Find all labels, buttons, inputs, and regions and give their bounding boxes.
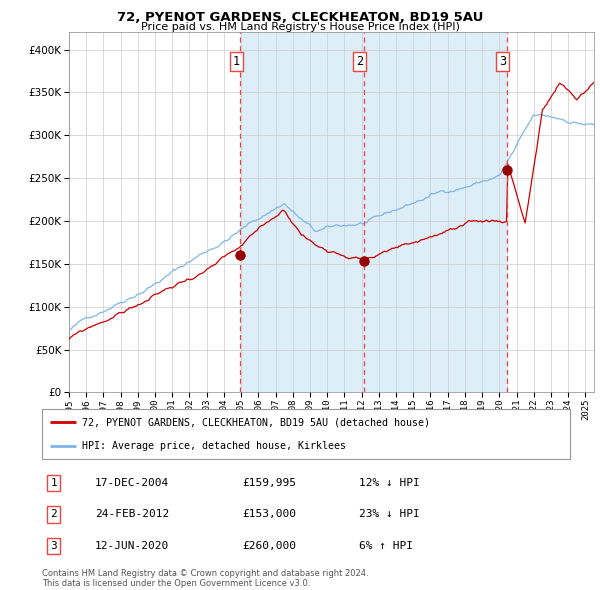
- Text: 1: 1: [233, 55, 240, 68]
- Text: £260,000: £260,000: [242, 540, 296, 550]
- Text: Contains HM Land Registry data © Crown copyright and database right 2024.: Contains HM Land Registry data © Crown c…: [42, 569, 368, 578]
- Text: £159,995: £159,995: [242, 478, 296, 489]
- Text: 12% ↓ HPI: 12% ↓ HPI: [359, 478, 419, 489]
- Text: This data is licensed under the Open Government Licence v3.0.: This data is licensed under the Open Gov…: [42, 579, 310, 588]
- Text: 2: 2: [356, 55, 363, 68]
- Text: 3: 3: [499, 55, 506, 68]
- Bar: [241, 32, 507, 392]
- Text: 17-DEC-2004: 17-DEC-2004: [95, 478, 169, 489]
- Text: £153,000: £153,000: [242, 510, 296, 519]
- Text: 2: 2: [50, 510, 57, 519]
- Text: 1: 1: [50, 478, 57, 489]
- Text: 12-JUN-2020: 12-JUN-2020: [95, 540, 169, 550]
- Text: 3: 3: [50, 540, 57, 550]
- Text: 72, PYENOT GARDENS, CLECKHEATON, BD19 5AU: 72, PYENOT GARDENS, CLECKHEATON, BD19 5A…: [117, 11, 483, 24]
- Text: 72, PYENOT GARDENS, CLECKHEATON, BD19 5AU (detached house): 72, PYENOT GARDENS, CLECKHEATON, BD19 5A…: [82, 417, 430, 427]
- FancyBboxPatch shape: [42, 409, 570, 459]
- Text: HPI: Average price, detached house, Kirklees: HPI: Average price, detached house, Kirk…: [82, 441, 346, 451]
- Text: 24-FEB-2012: 24-FEB-2012: [95, 510, 169, 519]
- Text: Price paid vs. HM Land Registry's House Price Index (HPI): Price paid vs. HM Land Registry's House …: [140, 22, 460, 32]
- Text: 23% ↓ HPI: 23% ↓ HPI: [359, 510, 419, 519]
- Text: 6% ↑ HPI: 6% ↑ HPI: [359, 540, 413, 550]
